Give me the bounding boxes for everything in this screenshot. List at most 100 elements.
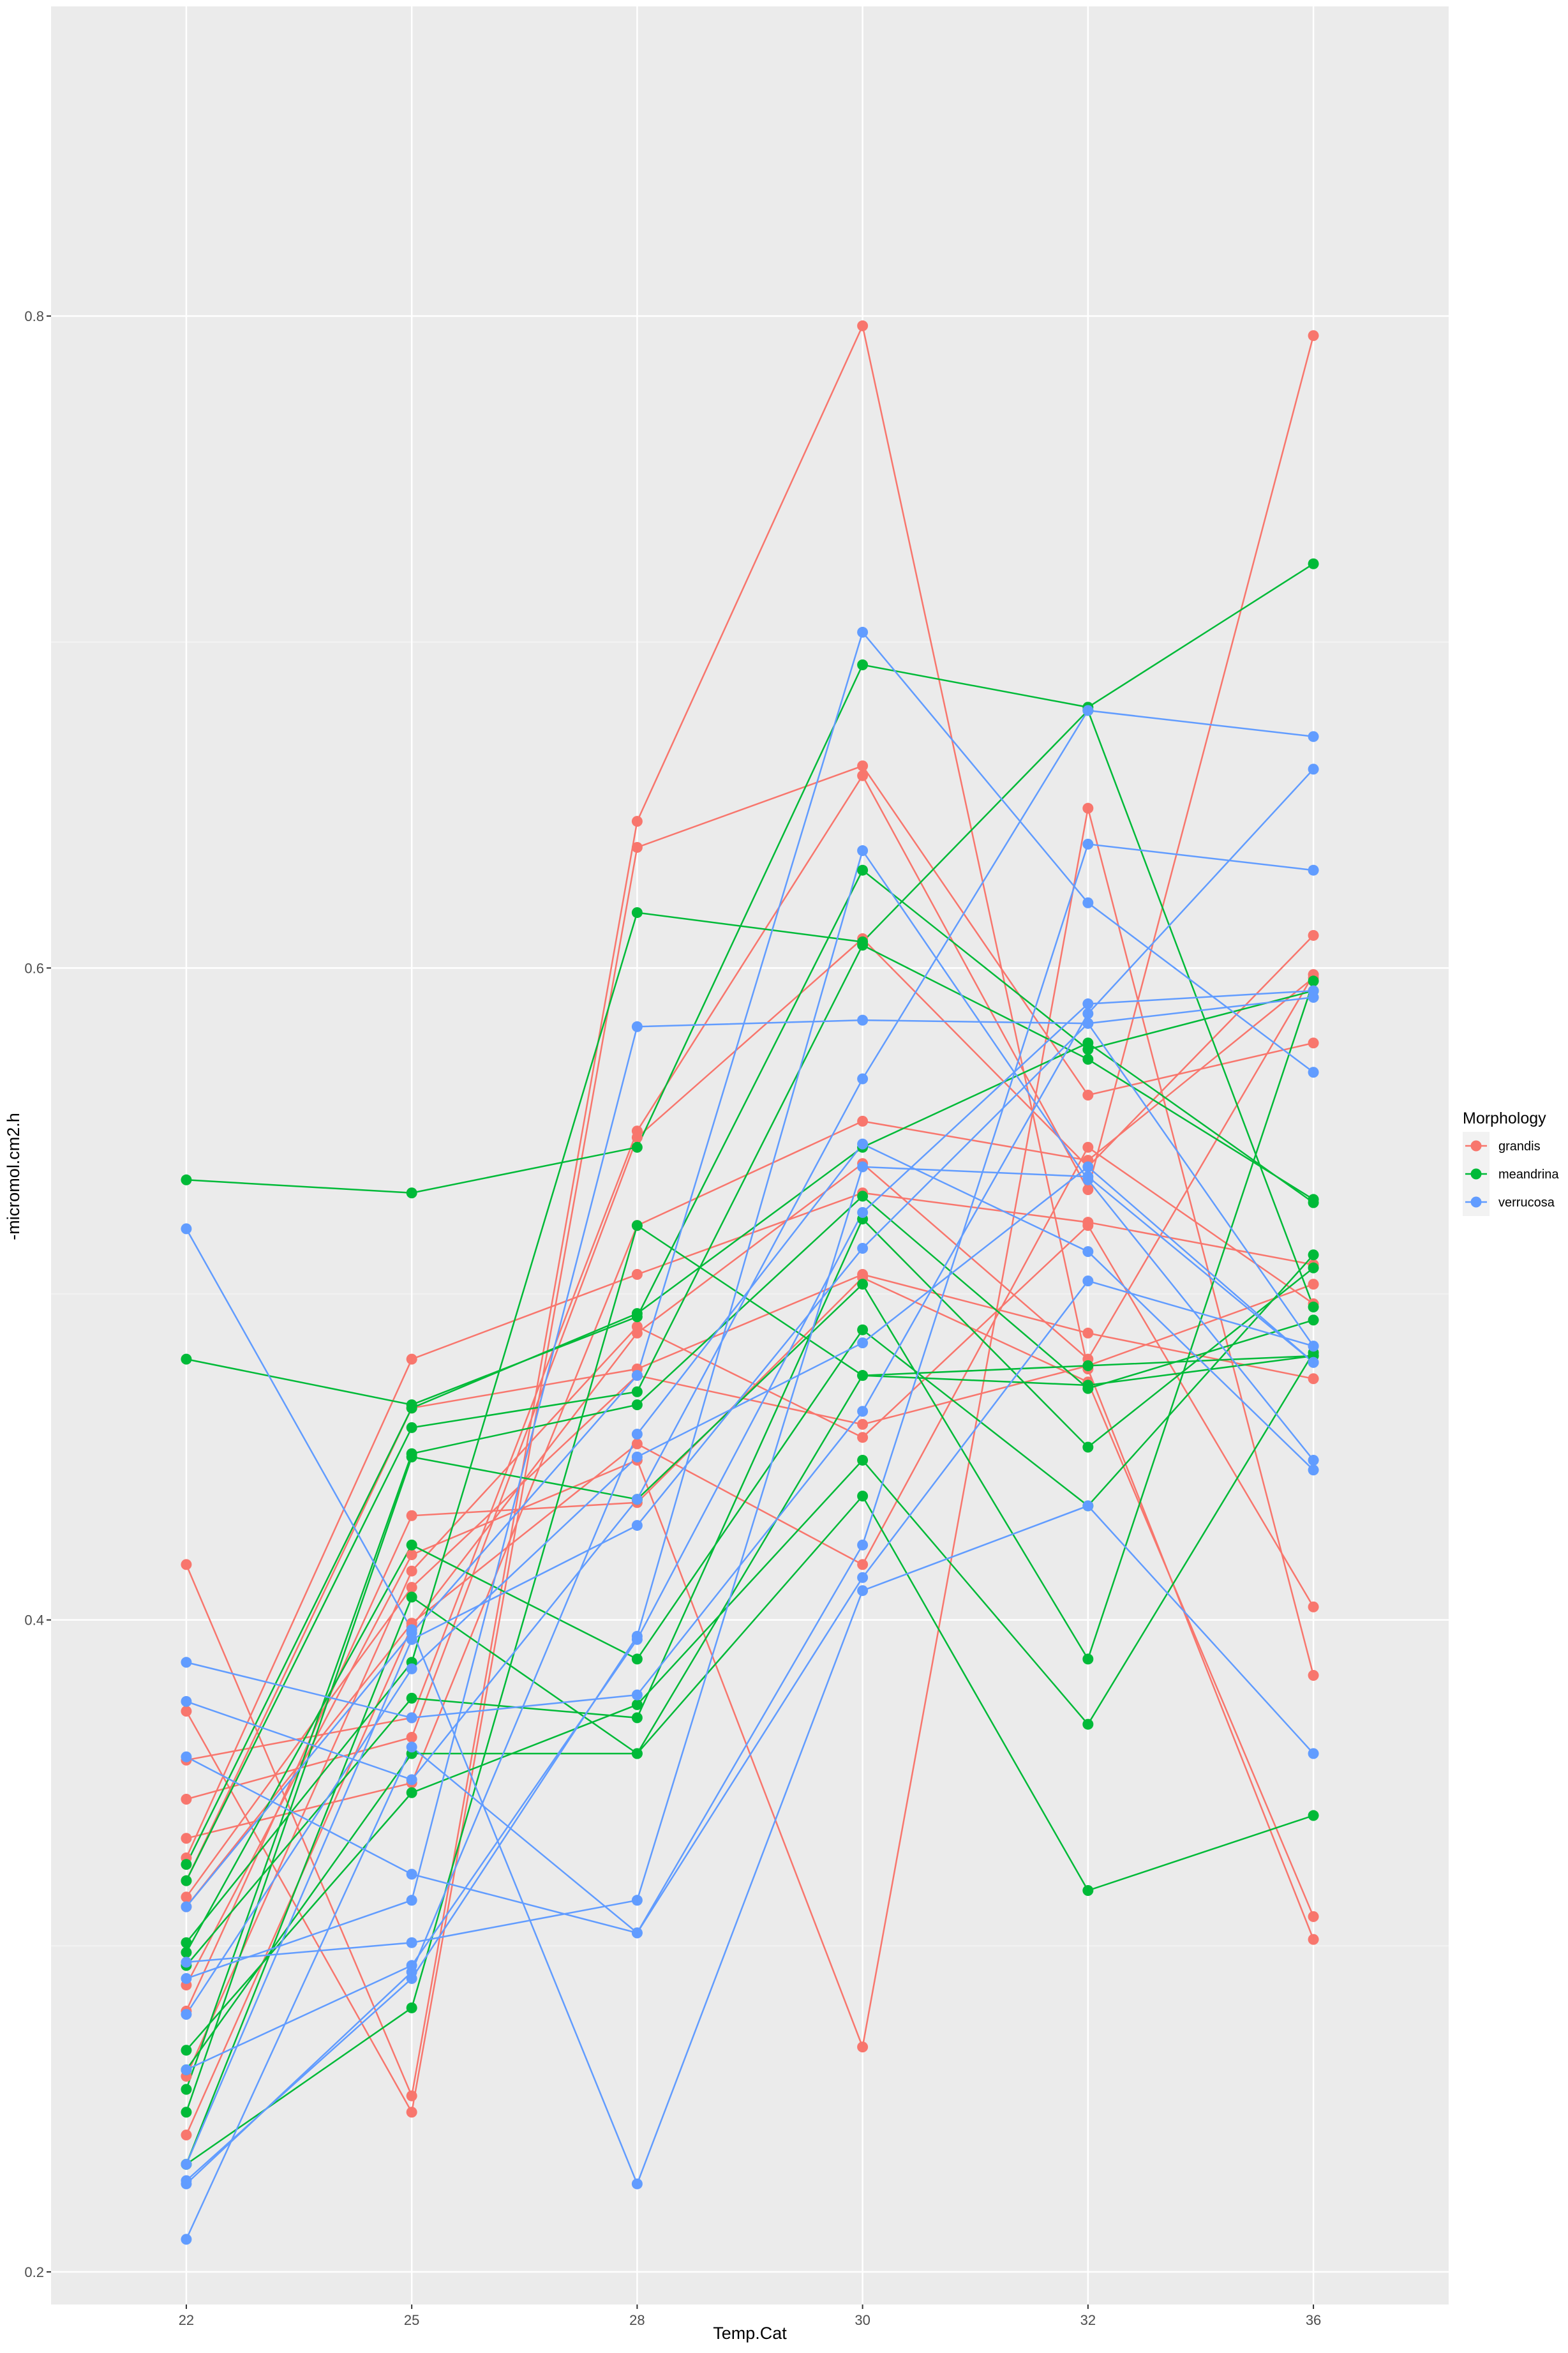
series-line-verrucosa: [185, 1228, 1315, 2186]
data-point-grandis: [181, 1833, 192, 1844]
legend: Morphology grandis meandrina verrucosa: [1463, 1109, 1559, 1216]
series-line-verrucosa: [185, 996, 1314, 2165]
data-point-meandrina: [406, 1187, 417, 1199]
data-point-verrucosa: [631, 1494, 643, 1505]
data-point-grandis: [857, 760, 869, 772]
series-line-meandrina: [185, 1355, 1314, 2165]
data-point-meandrina: [857, 1191, 869, 1202]
data-point-grandis: [406, 1353, 417, 1365]
data-point-grandis: [1082, 1327, 1094, 1339]
legend-key-point: [1470, 1168, 1482, 1180]
series-line-grandis: [185, 1146, 1314, 1907]
data-point-verrucosa: [631, 1689, 643, 1701]
x-axis: 22 25 28 30 32 36: [179, 2304, 1321, 2328]
data-point-grandis: [181, 1891, 192, 1903]
data-point-verrucosa: [857, 1539, 869, 1551]
data-point-verrucosa: [1082, 705, 1094, 716]
data-point-verrucosa: [406, 1868, 417, 1880]
data-point-meandrina: [1082, 1653, 1094, 1665]
data-point-meandrina: [1082, 1718, 1094, 1730]
data-point-meandrina: [857, 659, 869, 670]
data-point-grandis: [1082, 802, 1094, 814]
x-tick-label: 30: [855, 2312, 870, 2328]
data-point-verrucosa: [857, 1138, 869, 1150]
series-line-grandis: [186, 335, 1315, 1761]
data-point-verrucosa: [181, 1657, 192, 1668]
data-point-grandis: [1308, 1373, 1319, 1385]
x-axis-title: Temp.Cat: [713, 2324, 787, 2343]
data-point-verrucosa: [1308, 991, 1319, 1003]
series-line-meandrina: [185, 1195, 1314, 2090]
series-line-meandrina: [186, 563, 1314, 1194]
data-point-grandis: [406, 1565, 417, 1577]
data-point-meandrina: [406, 1692, 417, 1704]
data-point-verrucosa: [1308, 1341, 1319, 1352]
y-tick-label: 0.2: [24, 2264, 44, 2280]
data-point-verrucosa: [631, 1630, 643, 1642]
data-point-grandis: [857, 770, 869, 781]
data-point-meandrina: [631, 1220, 643, 1231]
data-point-meandrina: [631, 1386, 643, 1397]
data-point-verrucosa: [631, 1021, 643, 1032]
data-point-verrucosa: [1082, 1008, 1094, 1019]
series-layer: [181, 320, 1319, 2245]
x-tick-label: 22: [179, 2312, 194, 2328]
x-tick-label: 32: [1080, 2312, 1096, 2328]
data-point-meandrina: [631, 1712, 643, 1724]
series-line-meandrina: [185, 1494, 1314, 2071]
data-point-verrucosa: [181, 1957, 192, 1968]
data-point-verrucosa: [1308, 763, 1319, 775]
data-point-meandrina: [631, 1308, 643, 1319]
y-tick-label: 0.8: [24, 308, 44, 324]
data-point-verrucosa: [631, 1895, 643, 1906]
data-point-meandrina: [406, 1422, 417, 1433]
data-point-grandis: [406, 2107, 417, 2118]
data-point-meandrina: [181, 1875, 192, 1886]
data-point-verrucosa: [181, 2158, 192, 2170]
plot-panel: [51, 6, 1449, 2304]
data-point-meandrina: [1308, 1194, 1319, 1205]
data-point-verrucosa: [857, 1337, 869, 1349]
data-point-verrucosa: [857, 1585, 869, 1597]
data-point-meandrina: [181, 1859, 192, 1870]
data-point-meandrina: [1082, 1379, 1094, 1391]
data-point-grandis: [1308, 1911, 1319, 1922]
data-point-verrucosa: [1082, 897, 1094, 908]
data-point-meandrina: [1082, 1053, 1094, 1065]
data-point-grandis: [631, 1438, 643, 1450]
data-point-meandrina: [406, 1591, 417, 1603]
data-point-grandis: [857, 1418, 869, 1430]
data-point-verrucosa: [406, 1712, 417, 1724]
data-point-grandis: [181, 1794, 192, 1805]
data-point-verrucosa: [857, 1073, 869, 1085]
series-line-verrucosa: [186, 848, 1315, 2181]
data-point-meandrina: [1308, 1249, 1319, 1261]
data-point-grandis: [406, 1510, 417, 1521]
data-point-verrucosa: [1082, 998, 1094, 1010]
data-point-meandrina: [406, 1402, 417, 1414]
data-point-verrucosa: [181, 1901, 192, 1913]
data-point-verrucosa: [1308, 731, 1319, 742]
series-line-verrucosa: [186, 1166, 1314, 1964]
data-point-meandrina: [857, 1279, 869, 1290]
x-tick-label: 36: [1306, 2312, 1321, 2328]
data-point-meandrina: [1082, 1441, 1094, 1453]
data-point-meandrina: [857, 1324, 869, 1335]
data-point-grandis: [181, 1559, 192, 1570]
minor-gridlines: [51, 641, 1449, 1947]
data-point-meandrina: [631, 1399, 643, 1411]
data-point-meandrina: [857, 1491, 869, 1502]
data-point-grandis: [1082, 1184, 1094, 1196]
series-line-meandrina: [186, 869, 1314, 1406]
series-line-verrucosa: [186, 1019, 1315, 1980]
series-line-meandrina: [185, 1042, 1314, 1865]
data-point-verrucosa: [1082, 1500, 1094, 1512]
y-tick-label: 0.6: [24, 960, 44, 976]
data-point-meandrina: [631, 1699, 643, 1710]
data-point-meandrina: [857, 936, 869, 948]
data-point-meandrina: [857, 1370, 869, 1381]
data-point-verrucosa: [1308, 1067, 1319, 1078]
x-tick-label: 28: [629, 2312, 645, 2328]
data-point-meandrina: [857, 1454, 869, 1466]
data-point-grandis: [1082, 1090, 1094, 1101]
